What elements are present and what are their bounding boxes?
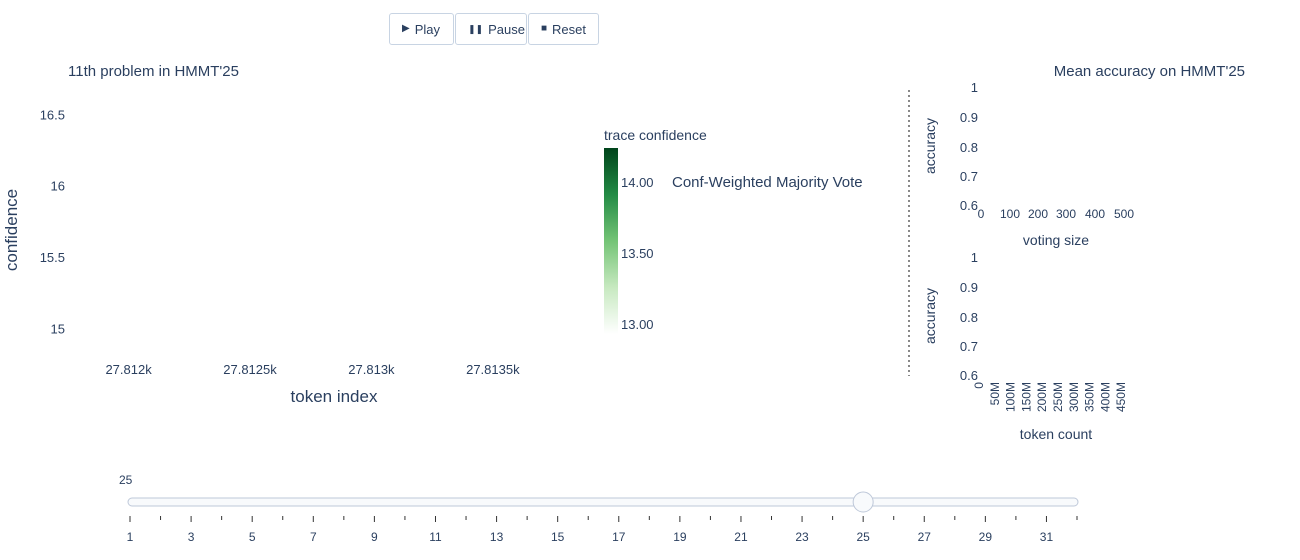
pause-icon: ❚❚ bbox=[468, 23, 484, 34]
slider-tick-label: 1 bbox=[127, 530, 134, 544]
slider-handle[interactable] bbox=[852, 491, 874, 513]
slider-tick-label: 13 bbox=[490, 530, 504, 544]
slider-tick-label: 17 bbox=[612, 530, 626, 544]
tokens-x-tick-label: 450M bbox=[1114, 382, 1128, 412]
annotation-conf-weighted: Conf-Weighted Majority Vote bbox=[672, 174, 863, 191]
pause-label: Pause bbox=[488, 21, 525, 37]
slider-tick-label: 15 bbox=[551, 530, 565, 544]
slider-current-value: 25 bbox=[119, 473, 133, 487]
accuracy-y-tick-label: 0.7 bbox=[960, 169, 978, 184]
main-y-ticks: 15 15.5 16 16.5 bbox=[40, 107, 65, 336]
slider-tick-label: 25 bbox=[856, 530, 870, 544]
tokens-x-tick-label: 200M bbox=[1035, 382, 1049, 412]
accuracy-y-tick-label: 0.9 bbox=[960, 110, 978, 125]
tokens-x-tick-label: 400M bbox=[1098, 382, 1112, 412]
voting-x-tick-label: 100 bbox=[1000, 207, 1020, 221]
slider-tick-label: 19 bbox=[673, 530, 687, 544]
colorbar bbox=[604, 148, 618, 334]
colorbar-title: trace confidence bbox=[604, 127, 707, 143]
slider-tick-label: 7 bbox=[310, 530, 317, 544]
accuracy-y-tick-label: 0.8 bbox=[960, 310, 978, 325]
tokens-x-tick-label: 350M bbox=[1083, 382, 1097, 412]
slider-tick-label: 21 bbox=[734, 530, 748, 544]
colorbar-tick-label: 13.00 bbox=[621, 317, 654, 332]
main-y-tick-label: 16.5 bbox=[40, 107, 65, 122]
tokens-y-ticks: 0.6 0.7 0.8 0.9 1 bbox=[960, 250, 978, 383]
main-x-tick-label: 27.812k bbox=[105, 362, 152, 377]
slider-tick-label: 23 bbox=[795, 530, 809, 544]
play-button[interactable]: ▶ Play bbox=[389, 13, 454, 45]
pause-button[interactable]: ❚❚ Pause bbox=[455, 13, 527, 45]
tokens-x-tick-label: 100M bbox=[1004, 382, 1018, 412]
tokens-x-tick-label: 0 bbox=[972, 382, 986, 389]
slider-ticks: 1 3 5 7 9 11 13 15 17 19 21 23 25 27 29 31 bbox=[127, 516, 1078, 544]
slider-rail[interactable] bbox=[127, 497, 1079, 507]
accuracy-y-tick-label: 0.8 bbox=[960, 140, 978, 155]
slider-tick-label: 11 bbox=[429, 530, 442, 544]
accuracy-y-tick-label: 1 bbox=[971, 250, 978, 265]
slider-tick-label: 5 bbox=[249, 530, 256, 544]
play-label: Play bbox=[414, 21, 440, 37]
slider-tick-label: 3 bbox=[188, 530, 195, 544]
accuracy-y-tick-label: 0.6 bbox=[960, 368, 978, 383]
main-y-tick-label: 15 bbox=[51, 322, 65, 337]
voting-x-tick-label: 400 bbox=[1085, 207, 1105, 221]
voting-y-ticks: 0.6 0.7 0.8 0.9 1 bbox=[960, 80, 978, 213]
voting-y-axis-label: accuracy bbox=[922, 118, 938, 174]
main-chart-title: 11th problem in HMMT'25 bbox=[68, 63, 239, 80]
colorbar-tick-label: 14.00 bbox=[621, 175, 654, 190]
tokens-x-tick-label: 50M bbox=[988, 382, 1002, 405]
accuracy-y-tick-label: 0.7 bbox=[960, 339, 978, 354]
main-y-tick-label: 15.5 bbox=[40, 250, 65, 265]
tokens-x-axis-label: token count bbox=[1020, 426, 1092, 442]
accuracy-chart-title: Mean accuracy on HMMT'25 bbox=[1054, 63, 1245, 80]
animation-controls: ▶ Play ❚❚ Pause ■ Reset bbox=[389, 13, 599, 45]
stop-icon: ■ bbox=[541, 23, 548, 34]
accuracy-y-tick-label: 1 bbox=[971, 80, 978, 95]
main-y-axis-label: confidence bbox=[2, 189, 21, 271]
voting-x-axis-label: voting size bbox=[1023, 232, 1089, 248]
accuracy-y-tick-label: 0.9 bbox=[960, 280, 978, 295]
slider-tick-label: 29 bbox=[979, 530, 993, 544]
accuracy-y-tick-label: 0.6 bbox=[960, 198, 978, 213]
main-x-axis-label: token index bbox=[291, 387, 378, 406]
main-x-tick-label: 27.813k bbox=[348, 362, 395, 377]
tokens-y-axis-label: accuracy bbox=[922, 288, 938, 344]
voting-x-tick-label: 300 bbox=[1056, 207, 1076, 221]
colorbar-tick-label: 13.50 bbox=[621, 246, 654, 261]
tokens-x-tick-label: 150M bbox=[1019, 382, 1033, 412]
slider-tick-label: 27 bbox=[918, 530, 932, 544]
voting-x-ticks: 0 100 200 300 400 500 bbox=[978, 207, 1135, 221]
slider-tick-label: 31 bbox=[1040, 530, 1054, 544]
reset-button[interactable]: ■ Reset bbox=[528, 13, 599, 45]
main-x-tick-label: 27.8125k bbox=[223, 362, 277, 377]
voting-x-tick-label: 0 bbox=[978, 207, 985, 221]
main-x-tick-label: 27.8135k bbox=[466, 362, 520, 377]
colorbar-ticks: 13.00 13.50 14.00 bbox=[621, 175, 654, 332]
slider-tick-label: 9 bbox=[371, 530, 378, 544]
play-icon: ▶ bbox=[402, 23, 410, 34]
tokens-x-ticks: 0 50M 100M 150M 200M 250M 300M 350M 400M 450M bbox=[972, 382, 1128, 412]
main-x-ticks: 27.812k 27.8125k 27.813k 27.8135k bbox=[105, 362, 520, 377]
voting-x-tick-label: 500 bbox=[1114, 207, 1134, 221]
reset-label: Reset bbox=[552, 21, 587, 37]
tokens-x-tick-label: 250M bbox=[1051, 382, 1065, 412]
main-y-tick-label: 16 bbox=[51, 179, 65, 194]
voting-x-tick-label: 200 bbox=[1028, 207, 1048, 221]
tokens-x-tick-label: 300M bbox=[1067, 382, 1081, 412]
